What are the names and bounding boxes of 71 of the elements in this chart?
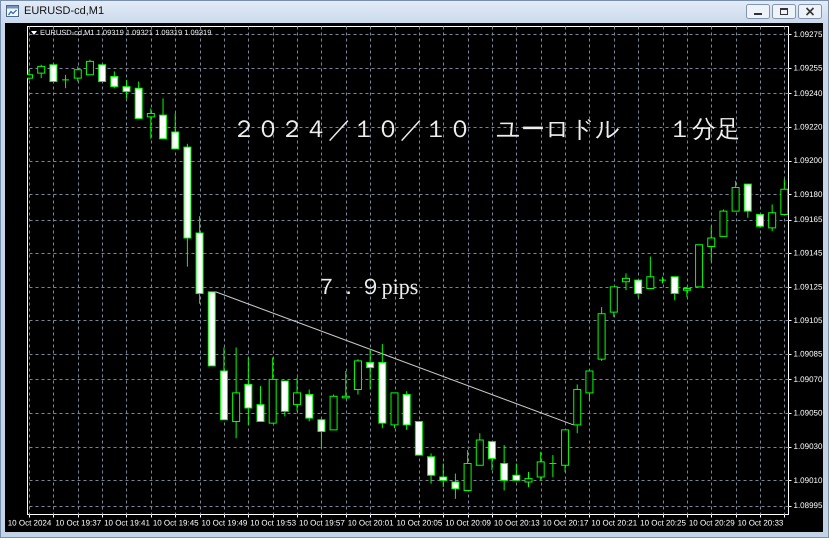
candlestick [49,64,58,82]
text: EURUSD-cd,M1 [24,5,104,18]
candlestick [670,276,679,301]
y-tick-label: 1.09165 [794,215,823,224]
candlestick [122,79,130,99]
y-tick-label: 1.09200 [794,156,823,166]
candlestick [768,204,776,232]
candlestick [451,473,460,500]
x-tick-label: 10 Oct 20:25 [640,518,686,528]
candlestick [427,452,436,484]
candlestick [512,463,520,481]
x-tick-label: 10 Oct 19:37 [55,518,102,528]
candlestick [366,348,374,390]
candlestick [634,280,642,298]
x-tick-label: 10 Oct 20:29 [688,518,736,528]
candlestick [293,377,302,412]
candlestick [37,64,46,79]
y-tick-label: 1.09255 [794,64,823,73]
candlestick [317,418,326,449]
candlestick [622,272,630,291]
candlestick [732,180,740,212]
y-tick-label: 1.09240 [794,88,823,98]
y-tick-label: 1.09070 [794,374,823,384]
candlestick [682,286,691,298]
candlestick [74,66,82,82]
y-tick-label: 1.09085 [794,350,823,359]
candlestick [524,471,533,488]
candlestick [756,214,764,228]
candlestick [707,226,716,262]
candlestick [244,357,252,426]
candlestick [548,454,557,478]
y-tick-label: 1.09145 [794,248,823,258]
candlestick [585,370,594,402]
candlestick [500,444,508,491]
x-tick-label: 10 Oct 20:33 [738,518,784,528]
y-tick-label: 1.09125 [794,282,823,292]
text: ２０２４／１０／１０ ユーロドル １分足 [232,117,740,143]
candlestick [488,441,496,471]
x-tick-label: 10 Oct 19:57 [299,518,346,528]
y-tick-label: 1.09050 [794,408,823,418]
candlestick [86,59,94,76]
candlestick [342,370,350,398]
x-tick-label: 10 Oct 2024 [8,518,52,528]
candlestick [146,108,155,140]
x-tick-label: 10 Oct 20:17 [542,518,590,528]
x-tick-label: 10 Oct 20:09 [445,518,492,528]
x-tick-label: 10 Oct 20:05 [396,518,443,528]
x-tick-label: 10 Oct 19:41 [104,518,150,528]
candlestick [98,64,106,82]
x-tick-label: 10 Oct 19:53 [250,518,297,528]
candlestick [305,388,314,422]
y-tick-label: 1.09010 [794,476,823,485]
candlestick [646,256,654,290]
candlestick [159,98,168,140]
candlestick [536,451,545,481]
y-tick-label: 1.09180 [794,190,823,199]
x-tick-label: 10 Oct 20:21 [591,518,638,528]
y-tick-label: 1.09030 [794,442,823,452]
x-tick-label: 10 Oct 19:49 [202,518,248,528]
x-tick-label: 10 Oct 20:01 [348,518,394,528]
y-tick-label: 1.09275 [794,30,823,39]
candlestick [110,70,118,89]
candlestick [256,386,264,422]
y-tick-label: 1.09220 [794,122,823,132]
candlestick [62,74,70,89]
y-tick-label: 1.09105 [794,316,823,325]
x-tick-label: 10 Oct 20:13 [494,518,540,528]
candlestick [439,463,448,488]
x-tick-label: 10 Oct 19:45 [152,518,200,528]
candlestick [171,113,180,150]
y-tick-label: 1.08995 [794,501,823,510]
